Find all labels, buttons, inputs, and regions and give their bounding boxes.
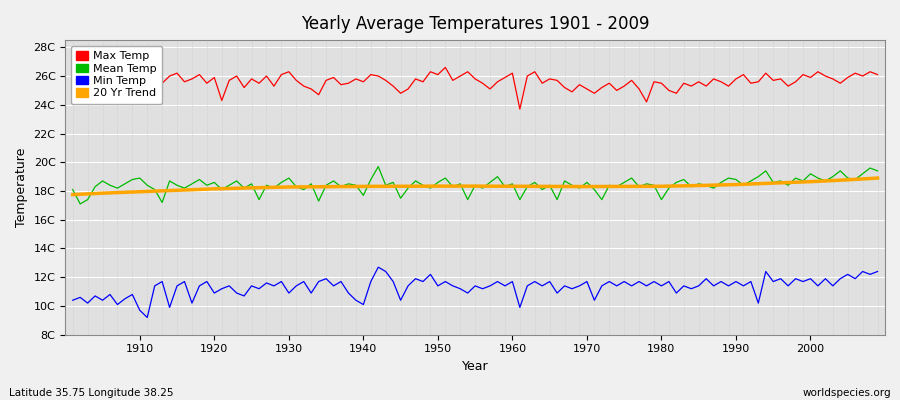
- X-axis label: Year: Year: [462, 360, 489, 373]
- Legend: Max Temp, Mean Temp, Min Temp, 20 Yr Trend: Max Temp, Mean Temp, Min Temp, 20 Yr Tre…: [71, 46, 162, 104]
- Title: Yearly Average Temperatures 1901 - 2009: Yearly Average Temperatures 1901 - 2009: [301, 15, 650, 33]
- Text: worldspecies.org: worldspecies.org: [803, 388, 891, 398]
- Text: Latitude 35.75 Longitude 38.25: Latitude 35.75 Longitude 38.25: [9, 388, 174, 398]
- Y-axis label: Temperature: Temperature: [15, 148, 28, 227]
